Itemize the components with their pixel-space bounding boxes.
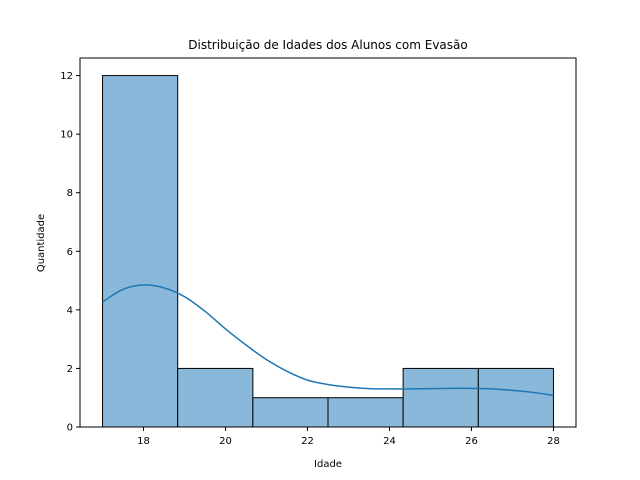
histogram-bar-4	[402, 367, 479, 428]
x-tick-label-28: 28	[547, 436, 560, 447]
axes-frame	[79, 57, 577, 428]
y-tick-label-0: 0	[67, 423, 73, 434]
x-tick-label-24: 24	[383, 436, 396, 447]
x-axis-ticks: 18 20 22 24 26 28	[137, 427, 560, 447]
y-tick-label-12: 12	[60, 71, 73, 82]
histogram-bar-2	[252, 397, 329, 428]
y-tick-label-2: 2	[67, 364, 73, 375]
chart-title: Distribuição de Idades dos Alunos com Ev…	[188, 38, 467, 52]
x-tick-label-22: 22	[301, 436, 314, 447]
y-tick-label-4: 4	[67, 305, 73, 316]
x-tick-label-26: 26	[465, 436, 478, 447]
y-tick-label-10: 10	[60, 130, 73, 141]
histogram-bar-1	[177, 367, 254, 428]
y-tick-label-8: 8	[67, 188, 73, 199]
histogram-bar-0	[102, 75, 179, 428]
y-axis-ticks: 0 2 4 6 8 10 12	[60, 71, 80, 434]
y-tick-label-6: 6	[67, 247, 73, 258]
plot-area	[79, 57, 577, 428]
x-tick-label-18: 18	[137, 436, 150, 447]
x-tick-label-20: 20	[219, 436, 232, 447]
y-axis-label: Quantidade	[36, 214, 47, 272]
kde-line	[102, 284, 554, 397]
x-axis-label: Idade	[314, 459, 342, 470]
histogram-bar-5	[477, 367, 554, 428]
histogram-bar-3	[327, 397, 404, 428]
